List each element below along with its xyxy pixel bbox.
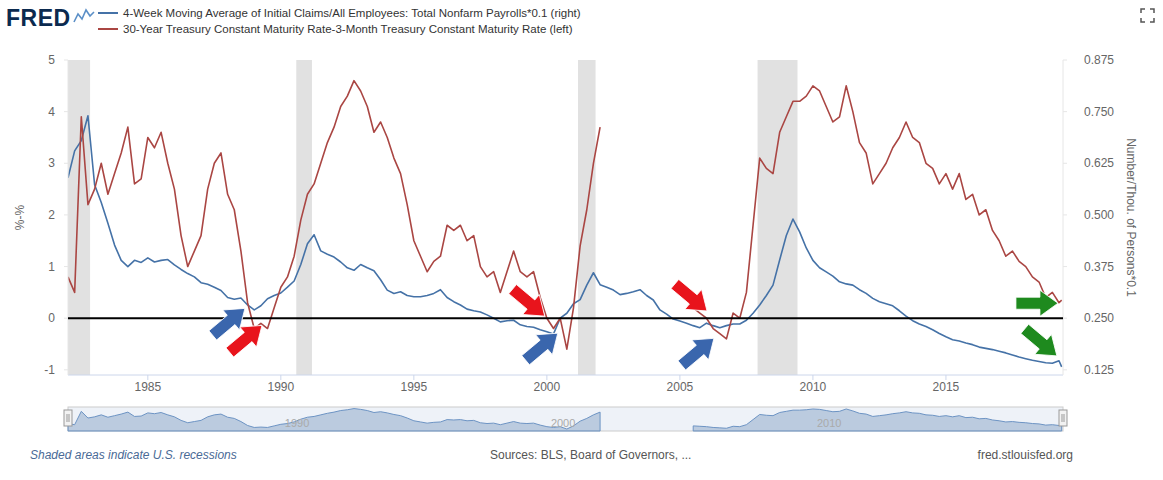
recession-band [296,60,312,375]
logo: FRED [6,5,94,31]
navigator-handle[interactable] [64,410,72,426]
y-tick [64,318,68,319]
plot-area [68,60,1062,375]
fullscreen-glyph [1141,9,1154,22]
y-tick [64,369,68,370]
recession-band [68,60,90,375]
recession-band [758,60,798,375]
x-tick-label: 2010 [800,380,827,394]
legend-swatch [98,12,118,14]
annotation-arrow [221,315,270,362]
annotation-arrow [673,328,722,375]
y2-tick-label: 0.625 [1084,156,1114,170]
annotation-arrow [1016,319,1065,366]
y-tick-label: -1 [44,363,55,377]
navigator-handle[interactable] [1059,410,1067,426]
y2-tick-label: 0.250 [1084,311,1114,325]
y-axis-title: %-% [13,205,27,231]
footer-source: Sources: BLS, Board of Governors, ... [490,448,691,462]
footer-note: Shaded areas indicate U.S. recessions [30,448,237,462]
y2-tick [1063,369,1067,370]
y-tick [64,111,68,112]
navigator-label: 1990 [285,417,309,429]
logo-text: FRED [6,5,71,31]
series-line [68,81,1062,350]
legend-swatch [98,28,118,30]
y2-tick-label: 0.125 [1084,363,1114,377]
y-tick [64,214,68,215]
reference-line [68,317,1063,319]
navigator-label: 2000 [551,417,575,429]
y2-tick [1063,111,1067,112]
navigator: 1990 2000 2010 [64,407,1067,431]
y2-tick-label: 0.875 [1084,53,1114,67]
y2-tick-label: 0.500 [1084,208,1114,222]
y-axis-line [68,60,69,375]
annotations [68,274,1065,375]
legend-label: 30-Year Treasury Constant Maturity Rate-… [123,23,573,35]
y-tick [64,60,68,61]
y2-tick [1063,214,1067,215]
x-tick-label: 2015 [933,380,960,394]
fullscreen-icon[interactable] [1141,9,1154,22]
series-line [68,116,1062,367]
y-tick-label: 0 [48,311,55,325]
navigator-grip [1062,414,1064,422]
y2-tick [1063,60,1067,61]
x-tick-label: 1985 [134,380,161,394]
x-tick-label: 2000 [534,380,561,394]
y-tick-label: 5 [48,53,55,67]
navigator-series [68,409,1062,431]
y2-tick [1063,318,1067,319]
footer-website: fred.stlouisfed.org [978,448,1073,462]
recession-band [578,60,596,375]
y2-tick-label: 0.750 [1084,105,1114,119]
logo-icon [74,10,94,22]
x-tick-label: 1995 [401,380,428,394]
navigator-label: 2010 [817,417,841,429]
chart: FRED 4-Week Moving Average of Initial Cla… [0,0,1163,480]
x-axis-line [68,375,1063,376]
annotation-arrow [666,274,715,321]
footer: Shaded areas indicate U.S. recessions Sou… [30,448,1073,462]
y-tick-label: 1 [48,260,55,274]
annotation-arrow [504,279,553,326]
y-tick-label: 3 [48,156,55,170]
y-tick [64,163,68,164]
y-tick-label: 4 [48,105,55,119]
y-tick-label: 2 [48,208,55,222]
y-tick [64,266,68,267]
legend-label: 4-Week Moving Average of Initial Claims/… [123,7,581,19]
y2-tick [1063,163,1067,164]
legend: 4-Week Moving Average of Initial Claims/… [98,7,581,35]
navigator-grip [67,414,69,422]
x-tick-label: 2005 [667,380,694,394]
y2-axis-title: Number/Thou. of Persons*0.1 [1124,138,1138,297]
y2-tick [1063,266,1067,267]
annotation-arrow [1016,290,1058,316]
axes: 1985 1990 1995 2000 2005 2010 2015 -1 0 1 2 3 4 5 0.12… [13,53,1138,394]
y2-tick-label: 0.375 [1084,260,1114,274]
annotation-arrow [517,323,566,370]
x-tick-label: 1990 [267,380,294,394]
navigator-frame [68,407,1063,431]
y2-axis-line [1063,60,1064,375]
